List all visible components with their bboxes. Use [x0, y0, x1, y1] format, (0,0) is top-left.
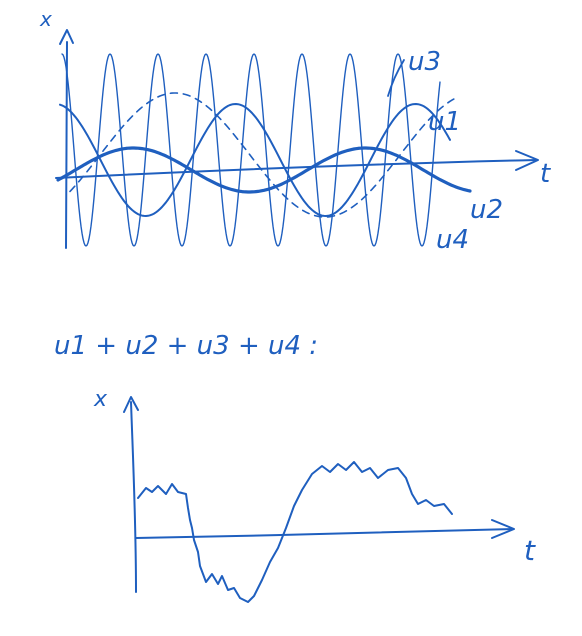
curve-u2: [56, 146, 472, 194]
curve-u3: [69, 92, 455, 218]
sum-label: u1 + u2 + u3 + u4 :: [54, 331, 318, 361]
label-u1: u1: [428, 107, 461, 137]
curve-u4: [61, 53, 441, 247]
top-y-axis-arrowhead: [59, 29, 74, 45]
u3-pointer-stroke: [387, 59, 405, 97]
top-x-axis-arrowhead: [515, 150, 539, 171]
bottom-plot: x t: [93, 387, 536, 603]
bottom-y-axis-arrowhead: [123, 396, 139, 413]
bottom-y-axis: [130, 401, 137, 593]
curve-u1: [59, 103, 451, 217]
top-plot: x t u3 u1 u2 u4: [39, 7, 551, 255]
label-u2: u2: [470, 195, 503, 225]
bottom-x-axis-arrowhead: [491, 519, 515, 539]
bottom-x-axis-label: t: [524, 534, 536, 567]
bottom-x-axis: [135, 528, 513, 539]
top-x-axis: [55, 159, 537, 179]
top-y-axis-label: x: [39, 7, 52, 31]
label-u3: u3: [408, 47, 441, 77]
top-x-axis-label: t: [540, 159, 551, 189]
bottom-y-axis-label: x: [93, 387, 108, 412]
label-u4: u4: [436, 225, 469, 255]
curve-sum: [137, 461, 453, 603]
